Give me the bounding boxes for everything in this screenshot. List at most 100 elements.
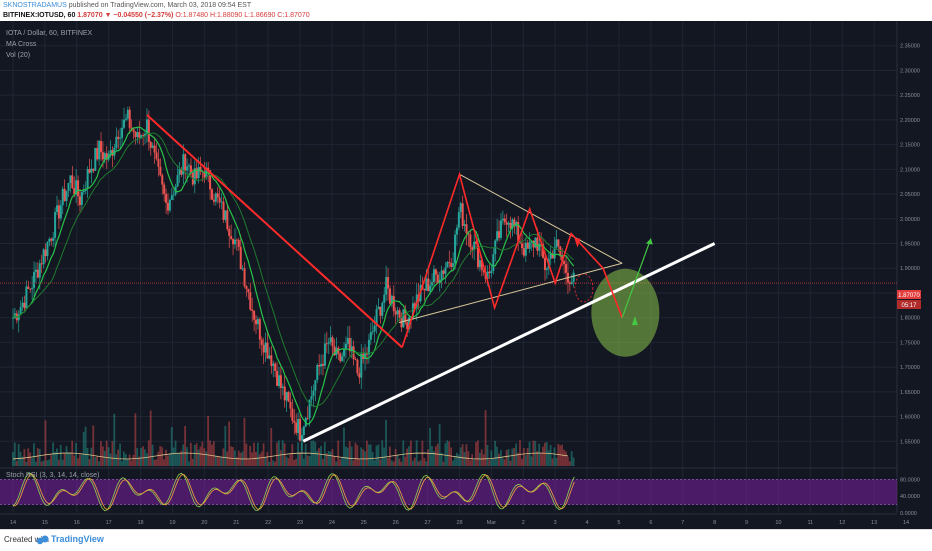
candle-body (151, 145, 154, 148)
volume-bar (452, 460, 454, 466)
candle-body (408, 317, 411, 329)
candle-body (82, 190, 85, 193)
volume-bar (121, 461, 123, 466)
candle-body (36, 269, 39, 278)
candle-body (436, 274, 439, 284)
price-tick-label: 1.65000 (900, 390, 920, 396)
time-tick-label: 22 (265, 520, 271, 526)
candle-body (178, 168, 181, 176)
volume-bar (42, 460, 45, 466)
volume-bar (264, 456, 267, 466)
candle-body (98, 141, 101, 160)
volume-bar (432, 451, 435, 466)
volume-bar (302, 458, 305, 466)
volume-bar (153, 459, 156, 466)
volume-bar (498, 453, 500, 466)
candle-body (96, 147, 99, 160)
volume-bar (151, 444, 154, 466)
volume-bar (499, 449, 502, 466)
volume-bar (440, 452, 443, 466)
volume-bar (113, 413, 116, 466)
candle-body (446, 262, 449, 268)
volume-bar (86, 448, 89, 466)
candle-body (354, 359, 357, 360)
volume-bar (448, 441, 451, 466)
time-tick-label: 10 (775, 520, 781, 526)
volume-bar (463, 452, 466, 466)
candle-body (19, 307, 22, 315)
candle-body (553, 247, 556, 259)
volume-bar (509, 460, 512, 466)
volume-bar (124, 454, 127, 466)
candle-body (124, 118, 127, 120)
candle-body (478, 260, 481, 268)
candle-body (496, 231, 499, 241)
volume-bar (130, 460, 133, 466)
candle-body (486, 271, 489, 279)
candle-body (314, 380, 317, 391)
volume-bar (13, 442, 16, 466)
candle-body (228, 229, 231, 236)
time-tick-label: 7 (681, 520, 684, 526)
candle-body (149, 141, 152, 148)
candle-body (163, 184, 166, 194)
chart-svg[interactable]: 2.35000 2.30000 2.25000 2.20000 2.15000 2.100… (0, 21, 932, 529)
candle-body (509, 222, 512, 229)
time-tick-label: 8 (713, 520, 716, 526)
volume-bar (251, 452, 253, 466)
candle-body (239, 246, 242, 270)
volume-bar (519, 440, 521, 466)
candle-body (499, 220, 502, 238)
candle-body (122, 119, 125, 128)
author-link[interactable]: SKNOSTRADAMUS (3, 2, 67, 9)
price-tick-label: 1.95000 (900, 242, 920, 248)
candle-body (467, 233, 470, 235)
volume-bar (163, 459, 165, 466)
volume-bar (501, 458, 504, 466)
candle-body (289, 401, 292, 409)
volume-bar (220, 456, 223, 466)
volume-bar (96, 456, 98, 466)
candle-body (385, 277, 388, 295)
candle-body (291, 408, 294, 421)
legend-block: IOTA / Dollar, 60, BITFINEX MA Cross Vol… (6, 30, 99, 479)
candle-body (442, 270, 445, 274)
candle-body (40, 263, 43, 265)
volume-bar (25, 461, 28, 466)
volume-bar (486, 445, 489, 466)
volume-bar (136, 448, 139, 466)
volume-bar (178, 452, 181, 466)
volume-bar (457, 454, 460, 466)
volume-bar (65, 446, 68, 466)
volume-bar (354, 442, 357, 466)
volume-bar (570, 451, 573, 466)
candles (12, 106, 575, 451)
volume-bar (262, 443, 265, 466)
price-axis-bg (898, 21, 932, 521)
tradingview-brand[interactable]: TradingView (51, 534, 104, 544)
candle-body (532, 240, 535, 248)
volume-bar (84, 426, 87, 466)
volume-bar (404, 456, 407, 466)
volume-bar (289, 454, 292, 466)
volume-bar (21, 456, 24, 466)
volume-bar (366, 440, 368, 466)
volume-bar (287, 458, 290, 466)
volume-bar (496, 446, 498, 466)
volume-bar (488, 459, 491, 466)
time-tick-label: 13 (871, 520, 877, 526)
volume-bar (387, 457, 389, 466)
volume-bar (34, 461, 37, 466)
time-tick-label: 17 (106, 520, 112, 526)
candle-body (341, 356, 344, 362)
volume-bar (394, 448, 397, 466)
chart-area[interactable]: 2.35000 2.30000 2.25000 2.20000 2.15000 2.100… (0, 21, 932, 529)
candle-body (465, 224, 468, 234)
candle-body (189, 165, 192, 173)
candle-body (260, 339, 263, 345)
candle-body (461, 203, 464, 226)
volume-bar (50, 455, 53, 466)
volume-bar (235, 457, 238, 466)
candle-body (475, 241, 478, 244)
volume-bar (341, 457, 343, 466)
